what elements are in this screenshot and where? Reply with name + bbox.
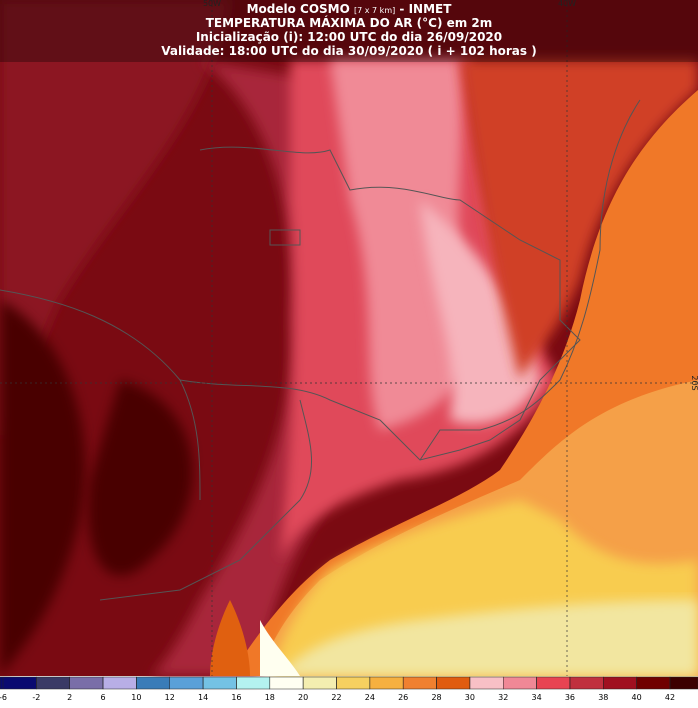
colorbar-box [603, 676, 637, 690]
colorbar-box [136, 676, 170, 690]
colorbar-label: 38 [598, 693, 608, 702]
colorbar-box [302, 676, 337, 690]
boundaries [0, 99, 641, 601]
colorbar-label: 6 [101, 693, 106, 702]
temperature-field [0, 0, 698, 676]
grid-label: 20S [690, 375, 698, 390]
colorbar-label: -2 [32, 693, 40, 702]
colorbar-box [69, 676, 104, 690]
colorbar-box [336, 676, 371, 690]
colorbar-label: -6 [0, 693, 7, 702]
variable-title: TEMPERATURA MÁXIMA DO AR (°C) em 2m [206, 15, 493, 30]
colorbar-box [169, 676, 204, 690]
header-band [0, 0, 698, 62]
colorbar-box [536, 676, 571, 690]
colorbar-box [636, 676, 671, 690]
colorbar-box [402, 676, 437, 690]
colorbar-box [503, 676, 537, 690]
colorbar-box [569, 676, 604, 690]
colorbar-label: 22 [331, 693, 341, 702]
model-title: Modelo COSMO [7 x 7 km] - INMET [247, 2, 453, 16]
colorbar-box [469, 676, 504, 690]
colorbar-label: 30 [465, 693, 475, 702]
colorbar-label: 32 [498, 693, 508, 702]
source: - INMET [399, 2, 452, 16]
colorbar-box [369, 676, 404, 690]
colorbar-box [202, 676, 237, 690]
colorbar-box [0, 676, 37, 690]
colorbar-label: 2 [67, 693, 72, 702]
colorbar-box [236, 676, 271, 690]
colorbar-label: 28 [431, 693, 441, 702]
colorbar-box [102, 676, 137, 690]
colorbar-box [36, 676, 70, 690]
grid-label: 40W [558, 0, 576, 8]
colorbar-label: 34 [532, 693, 542, 702]
init-time: Inicialização (i): 12:00 UTC do dia 26/0… [196, 30, 502, 44]
colorbar-box [669, 676, 698, 690]
colorbar-box [269, 676, 304, 690]
colorbar-label: 10 [131, 693, 141, 702]
colorbar-label: 14 [198, 693, 208, 702]
model-name: Modelo COSMO [247, 2, 350, 16]
grid-label: 50W [203, 0, 221, 8]
colorbar-label: 26 [398, 693, 408, 702]
colorbar-label: 18 [265, 693, 275, 702]
colorbar-label: 40 [632, 693, 642, 702]
colorbar-label: 36 [565, 693, 575, 702]
colorbar-label: 20 [298, 693, 308, 702]
colorbar-label: 16 [231, 693, 241, 702]
valid-time: Validade: 18:00 UTC do dia 30/09/2020 ( … [161, 44, 536, 58]
colorbar-label: 42 [665, 693, 675, 702]
colorbar-label: 12 [165, 693, 175, 702]
grid [0, 0, 698, 676]
colorbar-label: 24 [365, 693, 375, 702]
colorbar-box [436, 676, 471, 690]
resolution: [7 x 7 km] [354, 6, 395, 15]
